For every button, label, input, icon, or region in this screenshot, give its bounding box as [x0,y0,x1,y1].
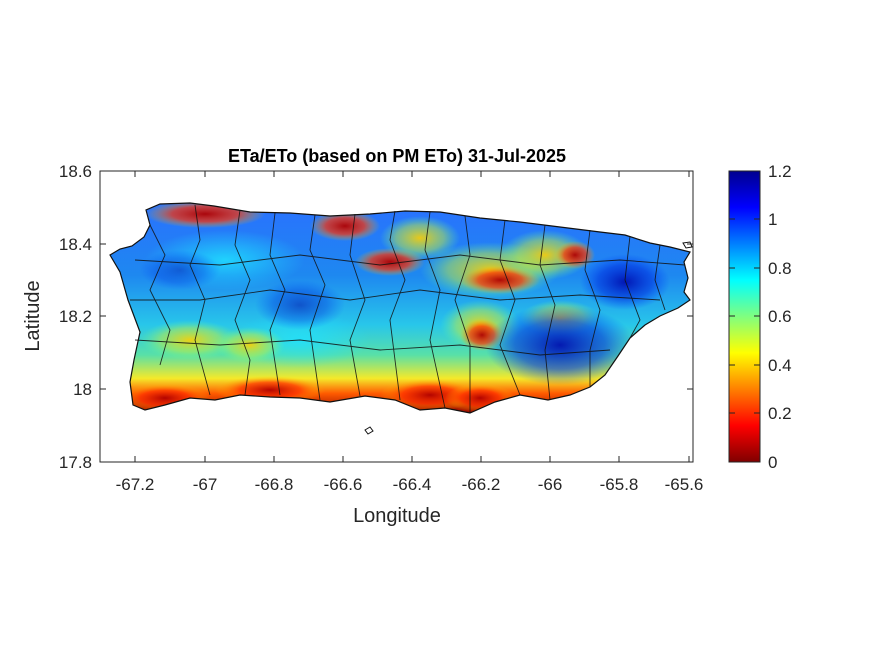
x-tick-label: -66.2 [462,475,501,494]
colorbar-tick-label: 1.2 [768,162,792,181]
x-axis-label: Longitude [353,505,441,527]
colorbar-tick-label: 0.4 [768,356,792,375]
y-tick-labels: 18.6 18.4 18.2 18 17.8 [59,162,92,472]
colorbar-ticks [729,170,760,463]
island-data-field [110,203,690,413]
x-tick-label: -66.8 [255,475,294,494]
axis-ticks [100,170,693,463]
colorbar-tick-label: 0.6 [768,307,792,326]
y-tick-label: 18 [73,380,92,399]
x-tick-label: -67 [193,475,218,494]
x-tick-label: -65.8 [600,475,639,494]
y-tick-label: 18.2 [59,307,92,326]
chart-title: ETa/ETo (based on PM ETo) 31-Jul-2025 [228,146,566,166]
colorbar-tick-label: 1 [768,210,777,229]
x-tick-label: -65.6 [665,475,704,494]
x-tick-label: -66.4 [393,475,432,494]
colorbar-tick-labels: 1.2 1 0.8 0.6 0.4 0.2 0 [768,162,792,472]
y-axis-label: Latitude [22,280,44,351]
colorbar-tick-label: 0 [768,453,777,472]
colorbar-tick-label: 0.2 [768,404,792,423]
y-tick-label: 18.6 [59,162,92,181]
x-tick-labels: -67.2 -67 -66.8 -66.6 -66.4 -66.2 -66 -6… [116,475,704,494]
x-tick-label: -67.2 [116,475,155,494]
colorbar-tick-label: 0.8 [768,259,792,278]
offshore-islets [364,241,693,435]
x-tick-label: -66 [538,475,563,494]
y-tick-label: 17.8 [59,453,92,472]
x-tick-label: -66.6 [324,475,363,494]
municipality-boundaries [130,204,686,413]
y-tick-label: 18.4 [59,235,92,254]
